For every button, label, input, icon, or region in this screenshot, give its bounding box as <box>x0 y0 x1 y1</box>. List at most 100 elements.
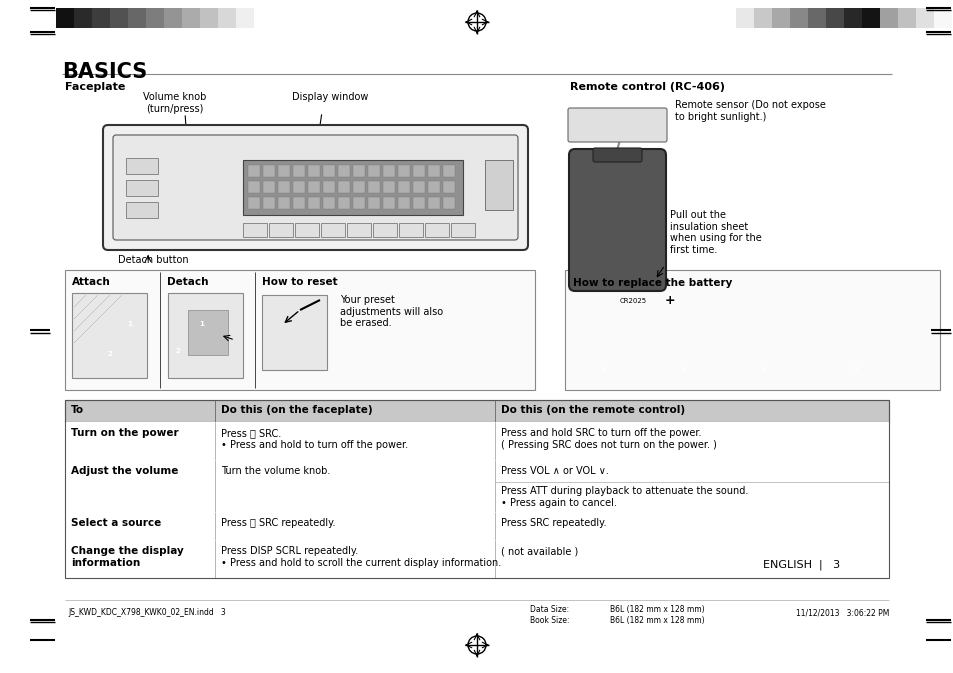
FancyBboxPatch shape <box>568 149 665 291</box>
Text: ( not available ): ( not available ) <box>500 546 578 556</box>
Circle shape <box>610 241 626 257</box>
Text: Detach button: Detach button <box>118 255 189 265</box>
Text: How to reset: How to reset <box>262 277 337 287</box>
Circle shape <box>150 164 206 220</box>
Circle shape <box>586 175 602 191</box>
Bar <box>879 8 897 28</box>
Bar <box>218 8 235 28</box>
Bar <box>323 181 335 193</box>
Text: 4: 4 <box>852 366 857 372</box>
Text: How to replace the battery: How to replace the battery <box>573 278 732 288</box>
Bar <box>428 181 439 193</box>
Bar <box>65 512 888 540</box>
Text: Remote sensor (Do not expose
to bright sunlight.): Remote sensor (Do not expose to bright s… <box>675 100 825 122</box>
Bar <box>368 165 379 177</box>
Bar <box>368 197 379 209</box>
Text: 2: 2 <box>679 366 684 372</box>
Circle shape <box>586 197 602 213</box>
Text: 1: 1 <box>128 321 132 327</box>
Bar <box>168 293 243 378</box>
Circle shape <box>102 347 118 363</box>
Bar <box>915 8 933 28</box>
Circle shape <box>595 362 610 378</box>
Bar <box>771 8 789 28</box>
Bar <box>382 181 395 193</box>
Bar <box>126 158 158 174</box>
Bar <box>128 8 146 28</box>
Bar <box>263 197 274 209</box>
Bar <box>293 197 305 209</box>
Circle shape <box>193 317 210 333</box>
Text: Detach: Detach <box>167 277 209 287</box>
FancyBboxPatch shape <box>593 148 641 162</box>
Bar <box>91 8 110 28</box>
Circle shape <box>635 241 650 257</box>
Bar <box>862 8 879 28</box>
Circle shape <box>758 313 801 357</box>
Bar <box>424 223 449 237</box>
Circle shape <box>610 175 626 191</box>
Bar <box>74 8 91 28</box>
Circle shape <box>635 219 650 235</box>
Bar <box>373 223 396 237</box>
Text: 11/12/2013   3:06:22 PM: 11/12/2013 3:06:22 PM <box>795 608 888 617</box>
Bar <box>398 223 422 237</box>
Bar <box>248 181 260 193</box>
Bar <box>248 165 260 177</box>
Text: ☎: ☎ <box>138 183 146 188</box>
Circle shape <box>586 219 602 235</box>
Text: Press SRC repeatedly.: Press SRC repeatedly. <box>500 518 606 528</box>
Text: Press and hold SRC to turn off the power.
( Pressing SRC does not turn on the po: Press and hold SRC to turn off the power… <box>500 428 716 450</box>
Bar <box>65 270 535 390</box>
Bar <box>320 223 345 237</box>
Text: BASICS: BASICS <box>62 62 147 82</box>
Bar <box>428 165 439 177</box>
FancyBboxPatch shape <box>103 125 527 250</box>
Bar <box>253 8 272 28</box>
Bar <box>235 8 253 28</box>
Circle shape <box>586 241 602 257</box>
Text: Press DISP SCRL repeatedly.
• Press and hold to scroll the current display infor: Press DISP SCRL repeatedly. • Press and … <box>221 546 500 567</box>
Text: Press VOL ∧ or VOL ∨.: Press VOL ∧ or VOL ∨. <box>500 466 608 476</box>
Bar <box>484 160 513 210</box>
Text: 2: 2 <box>108 351 112 357</box>
Bar <box>442 165 455 177</box>
Text: |<: |< <box>252 226 258 232</box>
Text: DRP: DRP <box>301 226 313 231</box>
Text: Change the display
information: Change the display information <box>71 546 184 567</box>
Bar <box>277 197 290 209</box>
Bar <box>277 181 290 193</box>
Circle shape <box>579 117 596 133</box>
Text: Press ATT during playback to attenuate the sound.
• Press again to cancel.: Press ATT during playback to attenuate t… <box>500 486 747 507</box>
Circle shape <box>484 171 513 199</box>
Bar <box>442 197 455 209</box>
Text: Turn on the power: Turn on the power <box>71 428 178 438</box>
Bar <box>397 165 410 177</box>
Text: Attach: Attach <box>71 277 111 287</box>
Text: Your preset
adjustments will also
be erased.: Your preset adjustments will also be era… <box>339 295 442 328</box>
FancyBboxPatch shape <box>567 108 666 142</box>
Bar <box>182 8 200 28</box>
Text: 4: 4 <box>409 226 413 231</box>
Circle shape <box>586 263 602 279</box>
Bar <box>293 165 305 177</box>
Bar <box>65 460 888 512</box>
Bar <box>146 8 164 28</box>
Bar <box>789 8 807 28</box>
Bar <box>164 8 182 28</box>
Bar <box>308 197 319 209</box>
Bar <box>353 165 365 177</box>
Bar <box>428 197 439 209</box>
Bar <box>413 197 424 209</box>
Circle shape <box>122 317 138 333</box>
Bar <box>413 181 424 193</box>
Bar <box>262 295 327 370</box>
Bar <box>263 181 274 193</box>
Text: 1: 1 <box>331 226 335 231</box>
Bar <box>188 310 228 355</box>
Text: Press ⓘ SRC repeatedly.: Press ⓘ SRC repeatedly. <box>221 518 335 528</box>
Circle shape <box>635 263 650 279</box>
Circle shape <box>158 172 198 212</box>
Bar <box>337 165 350 177</box>
Text: 3: 3 <box>383 226 386 231</box>
